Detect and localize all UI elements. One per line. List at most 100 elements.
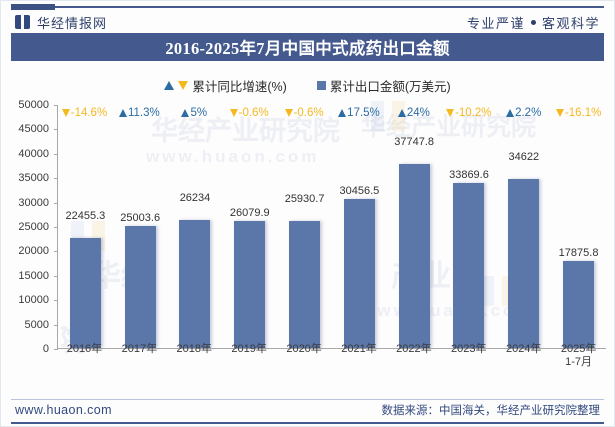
bar-slot: 30456.5 <box>332 105 387 348</box>
triangle-up-icon <box>181 109 190 117</box>
bar[interactable] <box>563 260 595 348</box>
growth-value: 5% <box>190 107 208 119</box>
growth-label: -0.6% <box>222 107 277 119</box>
footer-bottom-divider <box>11 422 604 424</box>
y-axis-tick-label: 50000 <box>18 99 49 111</box>
x-axis-tick-label: 2017年 <box>121 343 158 355</box>
bar-value-label: 25930.7 <box>284 193 325 206</box>
y-axis-tick-label: 15000 <box>18 269 49 282</box>
triangle-down-icon <box>229 109 238 117</box>
y-axis-tick <box>54 275 58 277</box>
page-title: 2016-2025年7月中国中式成药出口金额 <box>165 39 450 58</box>
triangle-up-icon <box>397 109 406 117</box>
bar-value-label: 25003.6 <box>120 211 161 224</box>
bar[interactable] <box>343 199 375 348</box>
legend-item-growth[interactable]: 累计同比增速(%) <box>164 76 287 95</box>
y-axis-tick <box>54 129 58 131</box>
legend-label-growth: 累计同比增速(%) <box>192 79 287 94</box>
bar-slot: 37747.8 <box>387 105 442 348</box>
y-axis-tick <box>54 300 58 302</box>
bar[interactable] <box>398 163 430 348</box>
bar-value-label: 34622 <box>508 151 540 164</box>
triangle-up-icon <box>506 109 515 117</box>
growth-value: 2.2% <box>515 107 542 119</box>
bar-slot: 26079.9 <box>222 105 277 348</box>
growth-value: 11.3% <box>127 107 160 119</box>
y-axis-tick-label: 30000 <box>18 196 49 209</box>
growth-label: 2.2% <box>496 107 551 119</box>
x-axis-tick-label: 2024年 <box>505 343 542 355</box>
bar-slot: 34622 <box>496 105 551 348</box>
y-axis-tick <box>54 202 58 204</box>
triangle-down-icon <box>446 109 455 117</box>
triangle-down-icon <box>284 109 293 117</box>
growth-label: 11.3% <box>112 107 167 119</box>
x-axis-tick-label: 2018年 <box>176 343 212 355</box>
top-divider <box>11 4 604 10</box>
plot-area: 22455.3 25003.6 26234 26079.9 25930.7 30456.5… <box>54 105 606 350</box>
triangle-up-icon <box>118 109 127 117</box>
bar-value-label: 22455.3 <box>65 210 106 223</box>
growth-label: -0.6% <box>277 107 332 119</box>
bar[interactable] <box>508 179 540 348</box>
bar[interactable] <box>289 221 321 348</box>
growth-value: -0.6% <box>293 107 324 119</box>
growth-value: -16.1% <box>564 107 602 119</box>
bar-value-label: 37747.8 <box>394 135 435 148</box>
bullet-dot-icon <box>530 19 536 25</box>
x-axis-tick-label: 2023年 <box>451 343 487 355</box>
brand-header: 华经情报网 专业严谨 客观科学 <box>1 11 614 33</box>
y-axis-tick-label: 45000 <box>18 123 49 136</box>
square-marker-icon <box>316 80 326 90</box>
triangle-down-icon <box>555 109 564 117</box>
x-axis: 2016年 2017年 2018年 2019年 2020年 2021年 2022年 2023年… <box>57 343 606 369</box>
growth-label: 17.5% <box>332 107 387 119</box>
y-axis-tick <box>54 349 58 350</box>
tagline-right: 客观科学 <box>541 15 600 31</box>
brand-logo-group[interactable]: 华经情报网 <box>15 13 107 32</box>
y-axis-tick <box>54 251 58 253</box>
y-axis-tick-label: 5000 <box>24 318 49 331</box>
growth-label: 5% <box>167 107 222 119</box>
growth-annotations: -14.6% 11.3% 5% -0.6% -0.6% 17.5% 24% -10.2% 2.2… <box>57 107 606 119</box>
chart-title-band: 2016-2025年7月中国中式成药出口金额 <box>11 33 604 61</box>
x-axis-tick-label: 2025年 1-7月 <box>551 343 606 369</box>
bar[interactable] <box>234 220 266 348</box>
bar-value-label: 26234 <box>179 191 211 204</box>
x-axis-tick-label: 2021年 <box>341 343 377 355</box>
tagline-left: 专业严谨 <box>466 15 525 31</box>
site-url[interactable]: www.huaon.com <box>15 403 112 417</box>
bar[interactable] <box>124 225 156 348</box>
bar[interactable] <box>453 182 485 348</box>
y-axis-tick <box>54 178 58 180</box>
y-axis-tick <box>54 153 58 155</box>
triangle-down-icon <box>178 80 189 90</box>
y-axis-tick <box>54 227 58 228</box>
x-axis-tick-label: 2020年 <box>286 343 322 355</box>
bar-slot: 17875.8 <box>551 105 606 348</box>
book-mark-icon <box>15 15 30 29</box>
top-divider-accent <box>11 4 55 10</box>
bar[interactable] <box>69 238 101 348</box>
bar-value-label: 26079.9 <box>229 206 270 219</box>
y-axis-tick-label: 35000 <box>18 172 49 185</box>
y-axis-tick-label: 10000 <box>18 294 49 307</box>
y-axis-tick <box>54 105 58 106</box>
growth-value: -14.6% <box>70 107 108 119</box>
bar[interactable] <box>179 219 211 348</box>
growth-value: 24% <box>406 107 430 119</box>
bar-value-label: 33869.6 <box>449 168 489 181</box>
growth-value: -10.2% <box>455 107 492 119</box>
legend-item-amount[interactable]: 累计出口金额(万美元) <box>316 76 451 95</box>
bar-slot: 25003.6 <box>113 105 168 348</box>
growth-value: -0.6% <box>238 107 269 119</box>
x-axis-tick-label: 2016年 <box>66 343 103 355</box>
chart-legend: 累计同比增速(%) 累计出口金额(万美元) <box>1 75 614 95</box>
y-axis: 50000 45000 40000 35000 30000 25000 20000 15000… <box>1 97 49 367</box>
growth-label: 24% <box>386 107 441 119</box>
y-axis-tick-label: 25000 <box>18 221 49 233</box>
triangle-down-icon <box>61 109 70 117</box>
brand-name: 华经情报网 <box>37 15 108 31</box>
footer-divider <box>11 399 604 400</box>
